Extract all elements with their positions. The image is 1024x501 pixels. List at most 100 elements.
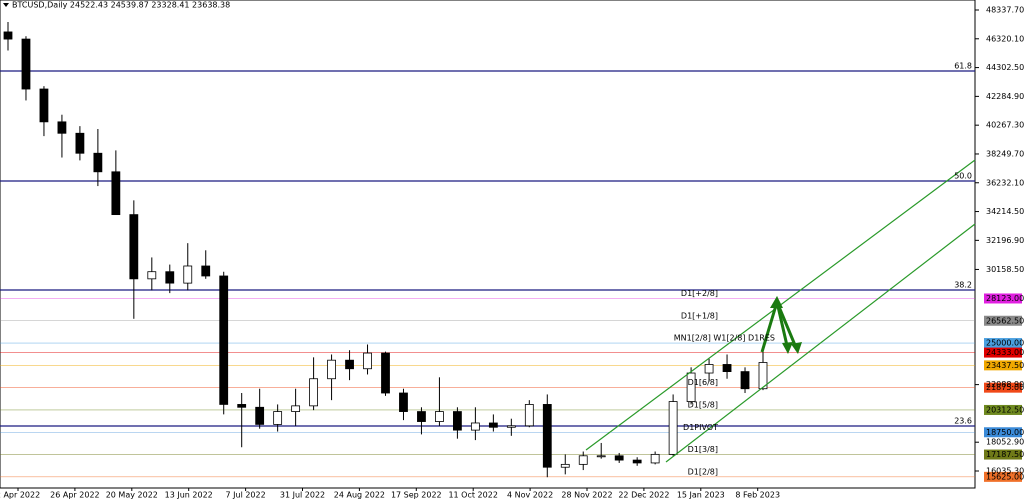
- x-tick-label: 15 Jan 2023: [677, 491, 725, 500]
- candle-body: [165, 271, 175, 284]
- level-name: D1[+1/8]: [681, 311, 718, 320]
- x-tick-label: 24 Aug 2022: [334, 491, 385, 500]
- level-price-box: [984, 293, 1022, 304]
- x-tick-label: 4 Nov 2022: [507, 491, 553, 500]
- candle-body: [596, 455, 606, 458]
- y-tick-label: 36232.10: [986, 178, 1024, 187]
- level-price-label: 17187.50: [986, 450, 1024, 459]
- candle-body: [273, 411, 283, 425]
- level-price-label: 26562.50: [986, 316, 1024, 325]
- fib-label: 23.6: [954, 417, 972, 426]
- level-price-label: 23437.50: [986, 361, 1024, 370]
- fib-label: 38.2: [954, 281, 972, 290]
- candle-body: [453, 411, 462, 431]
- candle-body: [93, 152, 103, 173]
- channel-lower: [665, 223, 976, 463]
- candle-body: [291, 405, 301, 412]
- candle-body: [237, 404, 247, 408]
- level-price-box: [984, 427, 1022, 438]
- x-tick-label: 8 Feb 2023: [735, 491, 780, 500]
- arrow-heads: [770, 296, 802, 354]
- menu-icon: [3, 3, 9, 7]
- candle-body: [147, 271, 157, 280]
- y-tick-label: 42284.90: [986, 92, 1024, 101]
- level-price-label: 25000.00: [986, 339, 1024, 348]
- level-price-box: [984, 360, 1022, 371]
- y-tick-label: 32196.90: [986, 236, 1024, 245]
- x-tick-label: 20 May 2022: [106, 491, 158, 500]
- candle-body: [345, 359, 354, 370]
- level-price-box: [984, 471, 1022, 482]
- candle-body: [381, 352, 390, 394]
- level-name: MN1[2/8] W1[2/8] D1RES: [674, 334, 775, 343]
- x-tick-label: 28 Nov 2022: [561, 491, 612, 500]
- level-price-label: 24333.00: [986, 348, 1024, 357]
- level-price-label: 18750.00: [986, 428, 1024, 437]
- candle-body: [542, 404, 552, 468]
- x-tick-label: 17 Sep 2022: [391, 491, 442, 500]
- x-tick-label: 11 Oct 2022: [448, 491, 497, 500]
- level-price-label: 20312.50: [986, 405, 1024, 414]
- x-tick-label: 7 Jul 2022: [226, 491, 266, 500]
- plot-frame: [0, 0, 976, 489]
- y-tick-label: 34214.50: [986, 207, 1024, 216]
- y-tick-label: 22088.90: [986, 380, 1024, 389]
- level-name: D1[2/8]: [688, 467, 718, 476]
- level-name: D1[6/8]: [688, 378, 718, 387]
- candle-body: [470, 422, 480, 431]
- y-tick-label: 48337.70: [986, 5, 1024, 14]
- candle-body: [21, 38, 31, 90]
- level-name: D1[+2/8]: [681, 289, 718, 298]
- candle-body: [57, 121, 67, 134]
- level-price-box: [984, 338, 1022, 349]
- candle-body: [3, 31, 13, 40]
- candle-body: [704, 364, 714, 374]
- candle-body: [686, 372, 696, 402]
- candle-body: [758, 362, 768, 390]
- y-tick-label: 30158.50: [986, 265, 1024, 274]
- y-tick-label: 18052.90: [986, 438, 1024, 447]
- candle-body: [524, 404, 534, 427]
- fib-label: 61.8: [954, 62, 972, 71]
- candle-body: [578, 455, 588, 465]
- level-price-box: [984, 449, 1022, 460]
- y-tick-label: 16035.30: [986, 466, 1024, 475]
- candle-body: [435, 411, 444, 422]
- candle-body: [560, 463, 570, 468]
- y-tick-label: 38249.70: [986, 149, 1024, 158]
- fib-label: 50.0: [954, 172, 972, 181]
- candle-body: [363, 352, 372, 370]
- arrows: [760, 296, 802, 354]
- level-price-box: [984, 382, 1022, 393]
- candle-body: [201, 265, 211, 277]
- candle-body: [488, 422, 498, 428]
- candle-body: [75, 132, 85, 154]
- level-price-box: [984, 404, 1022, 415]
- level-price-box: [984, 347, 1022, 358]
- chart-title: BTCUSD,Daily 24522.43 24539.87 23328.41 …: [12, 1, 230, 10]
- candle-body: [327, 359, 336, 380]
- candle-body: [632, 459, 642, 464]
- level-name: D1PIVOT: [683, 423, 718, 432]
- candle-body: [111, 171, 121, 216]
- level-price-label: 28123.00: [986, 294, 1024, 303]
- candle-body: [183, 265, 193, 284]
- candle-body: [129, 214, 139, 280]
- y-tick-label: 40267.30: [986, 121, 1024, 130]
- candle-body: [399, 392, 408, 412]
- y-tick-label: 44302.50: [986, 63, 1024, 72]
- candle-body: [506, 425, 516, 428]
- x-tick-label: 22 Dec 2022: [618, 491, 669, 500]
- x-tick-label: 13 Jun 2022: [165, 491, 213, 500]
- candle-body: [417, 411, 426, 422]
- candle-body: [722, 364, 732, 373]
- x-tick-label: 2 Apr 2022: [0, 491, 40, 500]
- candle-body: [740, 371, 750, 390]
- candle-body: [219, 275, 229, 405]
- x-tick-label: 26 Apr 2022: [50, 491, 99, 500]
- candle-body: [668, 401, 678, 455]
- level-price-box: [984, 315, 1022, 326]
- candle-body: [650, 453, 660, 464]
- level-price-label: 15625.00: [986, 472, 1024, 481]
- candle-body: [614, 455, 624, 461]
